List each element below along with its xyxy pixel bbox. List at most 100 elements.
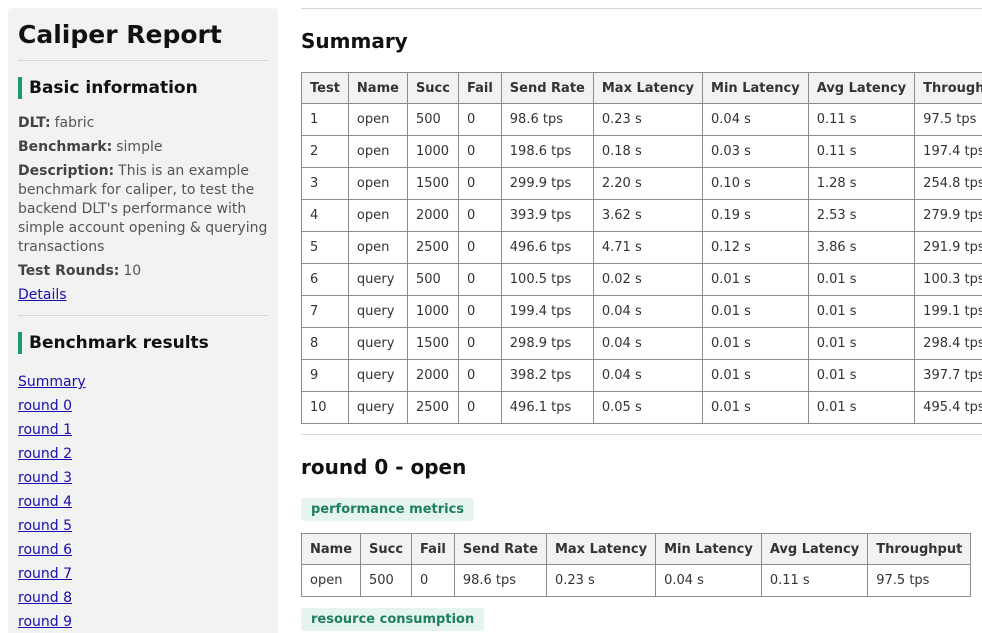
table-row: 1 open 500 0 98.6 tps 0.23 s 0.04 s 0.11 s 97.5 … [301, 103, 982, 136]
cell-avg-latency: 0.11 s [760, 564, 869, 597]
basic-info-heading: Basic information [18, 77, 268, 99]
cell-succ: 1500 [406, 167, 459, 200]
cell-succ: 1500 [406, 327, 459, 360]
benchmark-label: Benchmark: [18, 139, 113, 155]
cell-avg-latency: 3.86 s [807, 231, 916, 264]
table-row: open 500 0 98.6 tps 0.23 s 0.04 s 0.11 s 97.5 t… [300, 564, 972, 597]
cell-min-latency: 0.01 s [702, 359, 809, 392]
cell-max-latency: 0.04 s [592, 295, 704, 328]
dlt-label: DLT: [18, 115, 51, 131]
nav-round-3-link[interactable]: round 3 [18, 470, 73, 486]
cell-fail: 0 [457, 359, 502, 392]
table-row: 5 open 2500 0 496.6 tps 4.71 s 0.12 s 3.86 s 291… [301, 231, 982, 264]
round-0-heading: round 0 - open [301, 455, 467, 479]
cell-test: 7 [301, 295, 349, 328]
cell-max-latency: 0.23 s [545, 564, 657, 597]
cell-throughput: 97.5 tps [914, 103, 982, 136]
cell-avg-latency: 0.01 s [807, 391, 916, 424]
description-row: Description: This is an example benchmark… [18, 162, 268, 257]
rounds-value: 10 [123, 263, 142, 279]
rounds-label: Test Rounds: [18, 263, 120, 279]
table-row: 8 query 1500 0 298.9 tps 0.04 s 0.01 s 0.01 s 29… [301, 327, 982, 360]
col-send-rate: Send Rate [500, 72, 594, 104]
cell-avg-latency: 0.01 s [807, 263, 916, 296]
table-row: 2 open 1000 0 198.6 tps 0.18 s 0.03 s 0.11 s 197… [301, 135, 982, 168]
performance-metrics-tag: performance metrics [301, 498, 475, 521]
cell-send-rate: 299.9 tps [500, 167, 594, 200]
cell-succ: 500 [406, 103, 459, 136]
cell-succ: 2500 [406, 231, 459, 264]
cell-max-latency: 0.23 s [592, 103, 704, 136]
nav-round-6-link[interactable]: round 6 [18, 542, 73, 558]
cell-send-rate: 98.6 tps [500, 103, 594, 136]
cell-min-latency: 0.03 s [702, 135, 809, 168]
benchmark-results-heading: Benchmark results [18, 332, 268, 354]
cell-fail: 0 [457, 327, 502, 360]
cell-name: open [300, 564, 362, 597]
cell-send-rate: 198.6 tps [500, 135, 594, 168]
col-succ: Succ [406, 72, 459, 104]
cell-name: query [347, 327, 408, 360]
cell-name: open [347, 135, 408, 168]
cell-test: 1 [301, 103, 349, 136]
cell-send-rate: 496.6 tps [500, 231, 594, 264]
details-link[interactable]: Details [18, 287, 67, 303]
nav-round-7-link[interactable]: round 7 [18, 566, 73, 582]
cell-throughput: 298.4 tps [914, 327, 982, 360]
table-row: 4 open 2000 0 393.9 tps 3.62 s 0.19 s 2.53 s 279… [301, 199, 982, 232]
cell-min-latency: 0.04 s [702, 103, 809, 136]
cell-succ: 2000 [406, 359, 459, 392]
nav-round-0-link[interactable]: round 0 [18, 398, 73, 414]
basic-info: DLT: fabric Benchmark: simple Description:… [18, 114, 268, 305]
cell-send-rate: 98.6 tps [453, 564, 547, 597]
cell-min-latency: 0.19 s [702, 199, 809, 232]
section-divider [301, 434, 982, 435]
col-min-latency: Min Latency [655, 533, 762, 565]
nav-round-5-link[interactable]: round 5 [18, 518, 73, 534]
report-title: Caliper Report [18, 8, 268, 61]
col-max-latency: Max Latency [592, 72, 704, 104]
summary-table: Test Name Succ Fail Send Rate Max Latenc… [301, 72, 982, 424]
cell-avg-latency: 1.28 s [807, 167, 916, 200]
cell-throughput: 397.7 tps [914, 359, 982, 392]
round-0-header-row: Name Succ Fail Send Rate Max Latency Min… [300, 533, 972, 565]
cell-throughput: 199.1 tps [914, 295, 982, 328]
cell-send-rate: 100.5 tps [500, 263, 594, 296]
cell-name: query [347, 391, 408, 424]
col-max-latency: Max Latency [545, 533, 657, 565]
cell-fail: 0 [457, 167, 502, 200]
col-send-rate: Send Rate [453, 533, 547, 565]
cell-min-latency: 0.01 s [702, 327, 809, 360]
cell-avg-latency: 0.01 s [807, 359, 916, 392]
cell-throughput: 279.9 tps [914, 199, 982, 232]
cell-max-latency: 2.20 s [592, 167, 704, 200]
cell-test: 8 [301, 327, 349, 360]
table-row: 3 open 1500 0 299.9 tps 2.20 s 0.10 s 1.28 s 254… [301, 167, 982, 200]
cell-max-latency: 0.04 s [592, 359, 704, 392]
nav-round-1-link[interactable]: round 1 [18, 422, 73, 438]
top-divider [301, 8, 982, 9]
nav-round-2-link[interactable]: round 2 [18, 446, 73, 462]
cell-succ: 2000 [406, 199, 459, 232]
cell-send-rate: 393.9 tps [500, 199, 594, 232]
benchmark-value: simple [116, 139, 163, 155]
cell-fail: 0 [411, 564, 455, 597]
table-row: 7 query 1000 0 199.4 tps 0.04 s 0.01 s 0.01 s 19… [301, 295, 982, 328]
nav-round-8-link[interactable]: round 8 [18, 590, 73, 606]
nav-round-4-link[interactable]: round 4 [18, 494, 73, 510]
nav-round-9-link[interactable]: round 9 [18, 614, 73, 630]
cell-fail: 0 [457, 263, 502, 296]
cell-avg-latency: 0.01 s [807, 295, 916, 328]
nav-summary-link[interactable]: Summary [18, 374, 86, 390]
sidebar: Caliper Report Basic information DLT: fab… [8, 8, 278, 633]
description-label: Description: [18, 163, 115, 179]
cell-succ: 500 [360, 564, 413, 597]
cell-max-latency: 0.05 s [592, 391, 704, 424]
cell-test: 6 [301, 263, 349, 296]
col-throughput: Throughput [867, 533, 972, 565]
cell-succ: 500 [406, 263, 459, 296]
cell-min-latency: 0.01 s [702, 391, 809, 424]
cell-send-rate: 398.2 tps [500, 359, 594, 392]
